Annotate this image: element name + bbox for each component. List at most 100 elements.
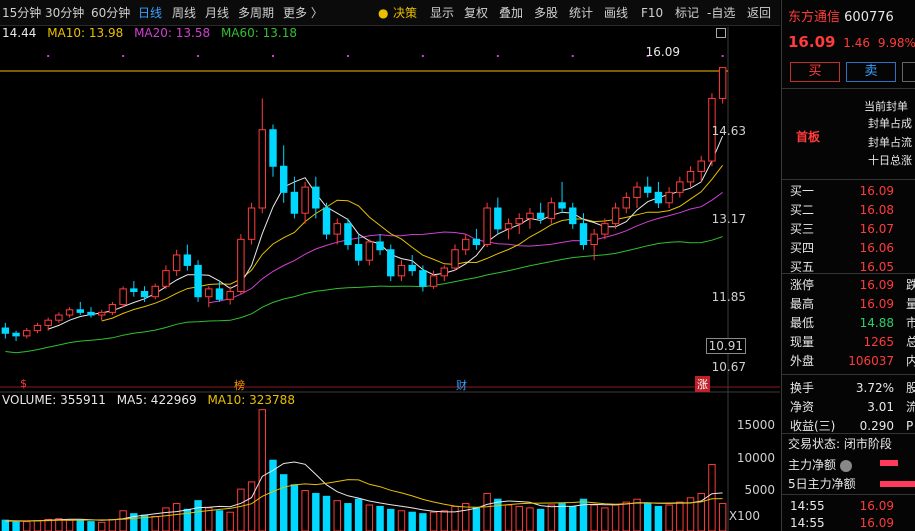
candle-body (97, 311, 106, 316)
volume-bar (451, 505, 459, 531)
candle-body (44, 319, 52, 326)
back-button[interactable]: 返回 (747, 6, 772, 20)
main-flow-label: 主力净额 (788, 455, 915, 475)
marker-dollar[interactable]: $ (20, 377, 27, 390)
candle-body (344, 223, 352, 246)
tab-30min[interactable]: 30分钟 (45, 6, 85, 20)
volume-bar (633, 498, 641, 531)
candle-body (504, 223, 513, 230)
candle-body (312, 186, 320, 209)
volume-bar (665, 504, 673, 531)
volume-bar (365, 504, 374, 531)
panel-toggle-icon[interactable] (716, 28, 726, 38)
marker-limit-up[interactable]: 涨 (695, 376, 710, 392)
stat-row-1-label: 涨停 (790, 278, 815, 292)
volume-bar (301, 490, 309, 531)
adjust-button[interactable]: 复权 (464, 6, 489, 20)
candle-body (397, 264, 406, 277)
volume-bar (87, 521, 95, 531)
candle-body (579, 223, 588, 246)
ma20-label: MA20: 13.58 (134, 26, 211, 40)
stat-row-3-side: 市 (906, 316, 915, 330)
volume-bar (322, 495, 331, 531)
candle-body (547, 202, 556, 219)
overlay-button[interactable]: 叠加 (499, 6, 524, 20)
marker-list[interactable]: 榜 (234, 379, 245, 392)
stat-row-4-label: 现量 (790, 335, 815, 349)
mark-button[interactable]: 标记 (675, 6, 700, 20)
volume-bar (387, 508, 395, 531)
volume-bar (1, 519, 10, 531)
tick-row-2-value: 16.09 (859, 516, 894, 530)
bid-row-3-label: 买三 (790, 222, 815, 236)
bid-row-4: 买四 16.06 (782, 238, 915, 258)
tab-daily[interactable]: 日线 (138, 6, 163, 20)
volume-bar (97, 521, 106, 531)
ma60-line (5, 236, 723, 354)
fin-row-1-side: 股 (906, 381, 915, 395)
signal-dot (721, 55, 724, 57)
fin-row-1-label: 换手 (790, 381, 815, 395)
ma10-line (101, 164, 723, 322)
candle-body (301, 186, 309, 214)
tab-monthly[interactable]: 月线 (205, 6, 230, 20)
favorite-button[interactable]: -自选 (707, 6, 736, 20)
current-price-label: 10.91 (705, 338, 746, 354)
fin-row-3-label: 收益(三) (790, 419, 836, 433)
bid-row-1: 买一 16.09 (782, 181, 915, 201)
bid-row-4-label: 买四 (790, 241, 815, 255)
statistics-button[interactable]: 统计 (569, 6, 594, 20)
candle-body (440, 267, 449, 277)
candle-body (140, 291, 149, 298)
multi-stock-button[interactable]: 多股 (534, 6, 559, 20)
volume-bar (461, 503, 470, 531)
candle-body (151, 285, 159, 298)
board-info-2: 封单占成 (868, 117, 912, 130)
draw-line-button[interactable]: 画线 (604, 6, 629, 20)
candle-body (483, 207, 491, 246)
tab-more[interactable]: 更多 〉 (283, 6, 323, 20)
candle-body (654, 191, 663, 204)
more-trade-button[interactable] (902, 62, 915, 82)
candle-body (279, 165, 288, 193)
board-info-1: 当前封单 (864, 100, 908, 113)
volume-bar (419, 513, 427, 531)
tab-60min[interactable]: 60分钟 (91, 6, 131, 20)
f10-button[interactable]: F10 (641, 6, 664, 20)
signal-dot (197, 55, 200, 57)
info-icon[interactable] (839, 459, 852, 472)
candle-body (55, 314, 63, 321)
sell-button[interactable]: 卖 (846, 62, 896, 82)
candle-body (461, 238, 470, 251)
tick-row-1: 14:55 16.09 (782, 496, 915, 516)
ma10-label: MA10: 13.98 (47, 26, 124, 40)
volume-bar (354, 498, 363, 531)
kline-chart[interactable]: 14.44 MA10: 13.98 MA20: 13.58 MA60: 13.1… (0, 26, 780, 531)
tab-15min[interactable]: 15分钟 (2, 6, 42, 20)
candle-body (87, 311, 95, 316)
bid-row-1-label: 买一 (790, 184, 815, 198)
marker-finance[interactable]: 财 (456, 379, 467, 392)
volume-bar (429, 511, 438, 531)
signal-dot (346, 55, 349, 57)
display-button[interactable]: 显示 (430, 6, 455, 20)
volume-bar (590, 504, 598, 531)
tab-multi-period[interactable]: 多周期 (238, 6, 275, 20)
volume-bar (408, 511, 416, 531)
candle-body (172, 254, 181, 272)
candle-body (526, 212, 534, 219)
bulb-icon[interactable]: ● (378, 6, 389, 20)
decision-button[interactable]: 决策 (393, 6, 418, 20)
tab-weekly[interactable]: 周线 (172, 6, 197, 20)
buy-button[interactable]: 买 (790, 62, 840, 82)
volume-bar (515, 505, 523, 531)
bid-row-4-value: 16.06 (859, 241, 894, 255)
volume-bar (119, 510, 127, 531)
stat-row-1-value: 16.09 (859, 278, 894, 292)
volume-bar (312, 492, 320, 531)
candle-body (419, 270, 427, 287)
candle-body (697, 160, 705, 172)
candle-body (162, 270, 170, 287)
volume-bar (622, 501, 631, 531)
